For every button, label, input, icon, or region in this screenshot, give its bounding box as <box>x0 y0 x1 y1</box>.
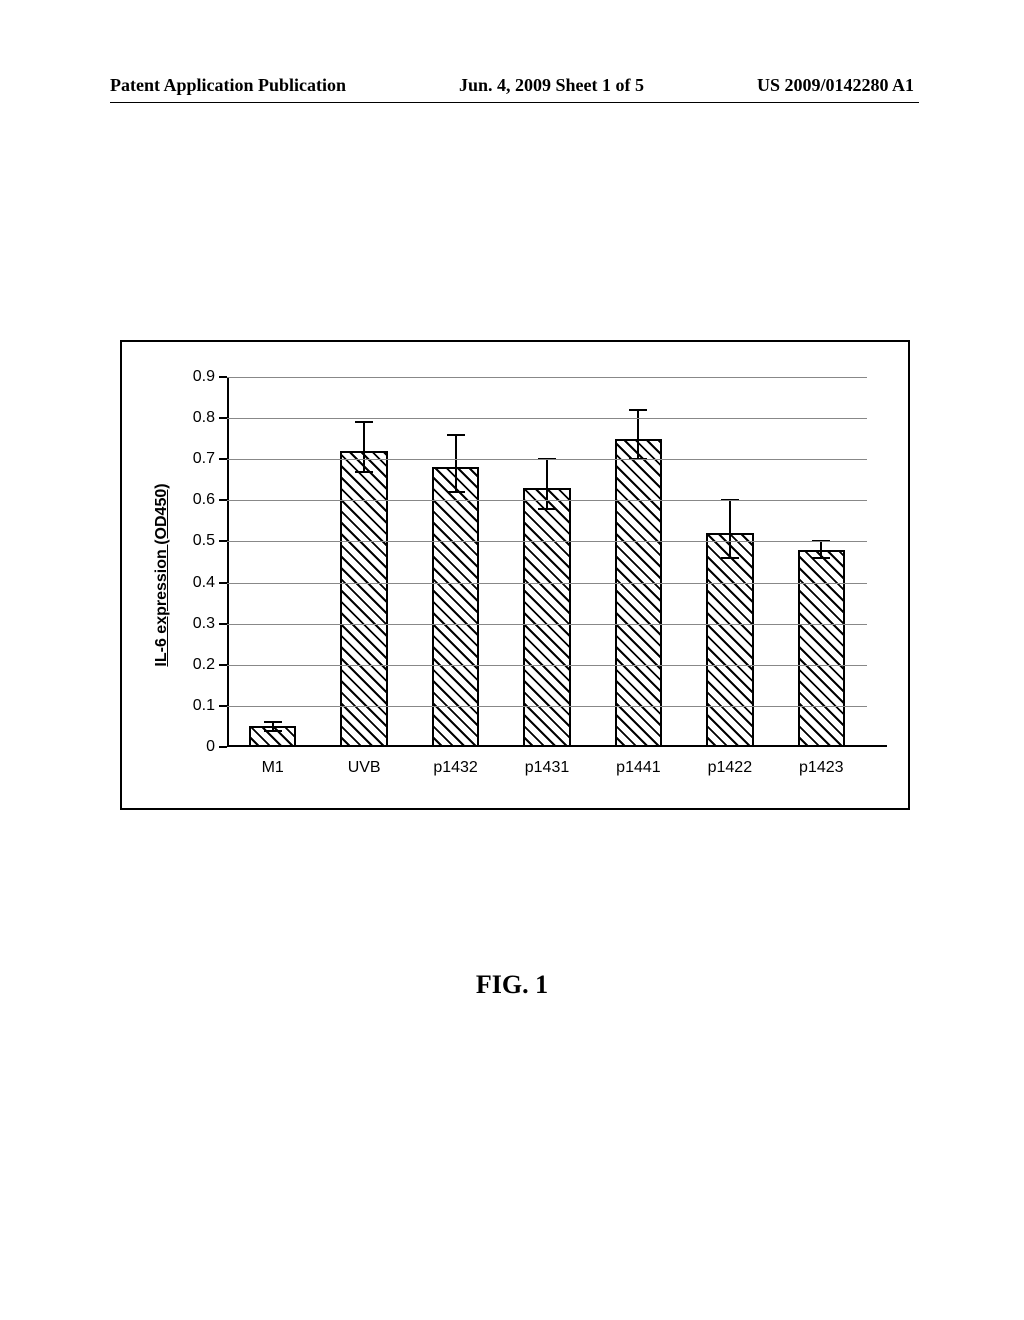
y-tick <box>219 458 227 460</box>
bar-hatch <box>615 439 663 747</box>
header-left: Patent Application Publication <box>110 75 346 96</box>
bar <box>706 533 754 747</box>
x-tick-label: p1431 <box>525 759 570 777</box>
gridline <box>227 541 867 542</box>
gridline <box>227 500 867 501</box>
figure-label: FIG. 1 <box>476 970 548 1000</box>
x-tick-label: p1422 <box>708 759 753 777</box>
chart-container: IL-6 expression (OD450) 00.10.20.30.40.5… <box>120 340 910 810</box>
error-bar-cap-bottom <box>447 491 465 493</box>
y-tick-label: 0 <box>206 738 215 756</box>
gridline <box>227 706 867 707</box>
y-tick <box>219 417 227 419</box>
gridline <box>227 665 867 666</box>
error-bar-stem <box>363 422 365 471</box>
plot-area: 00.10.20.30.40.50.60.70.80.9M1UVBp1432p1… <box>227 377 867 747</box>
x-tick-label: UVB <box>348 759 381 777</box>
error-bar-cap-bottom <box>721 557 739 559</box>
x-tick-label: M1 <box>262 759 284 777</box>
y-tick-label: 0.6 <box>193 491 215 509</box>
gridline <box>227 583 867 584</box>
bar-hatch <box>706 533 754 747</box>
error-bar-stem <box>729 500 731 558</box>
header-right: US 2009/0142280 A1 <box>757 75 914 96</box>
y-tick-label: 0.2 <box>193 656 215 674</box>
gridline <box>227 459 867 460</box>
error-bar-cap-bottom <box>264 730 282 732</box>
gridline <box>227 377 867 378</box>
y-tick <box>219 705 227 707</box>
bar-hatch <box>523 488 571 747</box>
error-bar-cap-bottom <box>538 508 556 510</box>
error-bar-cap-top <box>355 421 373 423</box>
error-bar-stem <box>455 435 457 493</box>
patent-header: Patent Application Publication Jun. 4, 2… <box>0 75 1024 96</box>
y-axis-title: IL-6 expression (OD450) <box>153 483 171 666</box>
header-rule <box>110 102 919 103</box>
y-tick-label: 0.3 <box>193 615 215 633</box>
bar <box>523 488 571 747</box>
y-tick <box>219 499 227 501</box>
error-bar-stem <box>820 541 822 557</box>
x-tick-label: p1432 <box>433 759 478 777</box>
x-tick-label: p1441 <box>616 759 661 777</box>
y-tick <box>219 376 227 378</box>
y-tick <box>219 540 227 542</box>
y-tick-label: 0.9 <box>193 368 215 386</box>
x-tick-label: p1423 <box>799 759 844 777</box>
error-bar-cap-bottom <box>812 557 830 559</box>
gridline <box>227 624 867 625</box>
error-bar-cap-bottom <box>355 471 373 473</box>
y-tick-label: 0.8 <box>193 409 215 427</box>
bar <box>615 439 663 747</box>
bar-hatch <box>340 451 388 747</box>
y-tick <box>219 623 227 625</box>
bar <box>340 451 388 747</box>
y-tick-label: 0.1 <box>193 697 215 715</box>
y-tick-label: 0.7 <box>193 450 215 468</box>
y-tick <box>219 582 227 584</box>
error-bar-cap-top <box>264 721 282 723</box>
y-tick-label: 0.4 <box>193 574 215 592</box>
error-bar-cap-top <box>629 409 647 411</box>
y-tick <box>219 746 227 748</box>
y-tick-label: 0.5 <box>193 532 215 550</box>
header-center: Jun. 4, 2009 Sheet 1 of 5 <box>459 75 644 96</box>
gridline <box>227 418 867 419</box>
bars-area <box>227 377 867 747</box>
bar <box>798 550 846 747</box>
bar-hatch <box>798 550 846 747</box>
y-tick <box>219 664 227 666</box>
error-bar-cap-top <box>447 434 465 436</box>
